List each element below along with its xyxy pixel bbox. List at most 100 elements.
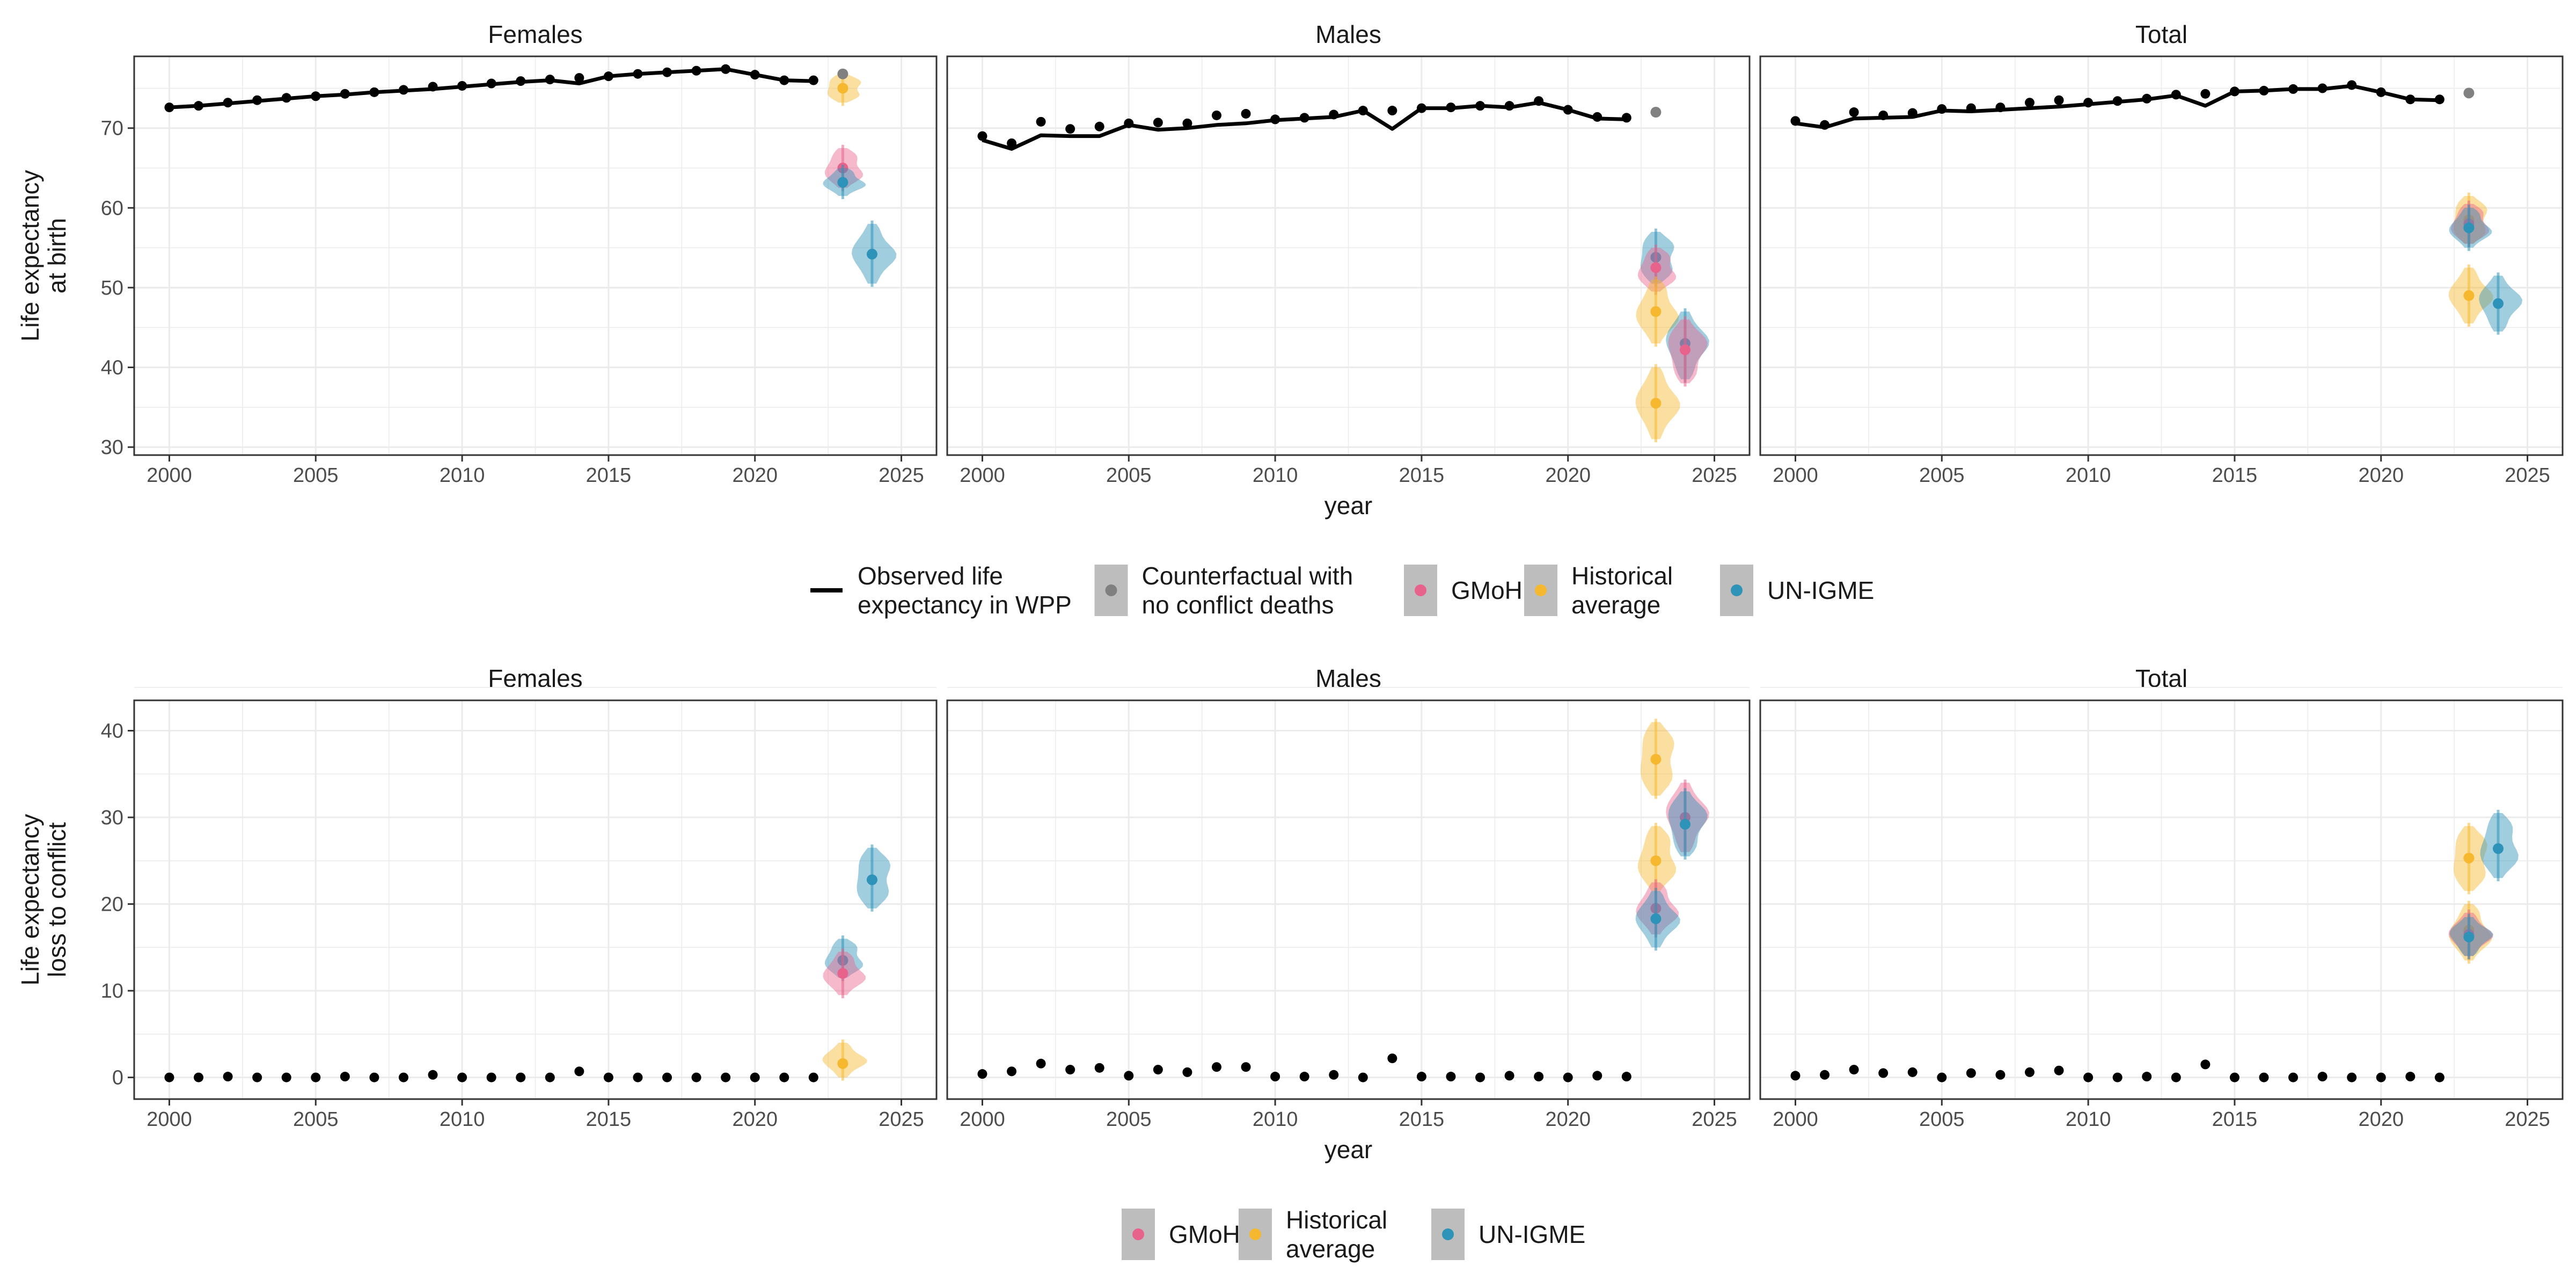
observed-point <box>398 85 408 95</box>
observed-point <box>2024 98 2035 108</box>
legend-key-point <box>1105 584 1117 596</box>
legend-item-gmoh: GMoH <box>1404 565 1523 616</box>
observed-point <box>1270 1072 1280 1082</box>
panel-border <box>133 699 938 1100</box>
observed-point <box>1504 101 1514 111</box>
observed-point <box>1065 1065 1075 1075</box>
observed-point <box>1241 1062 1251 1072</box>
observed-point <box>1937 104 1947 114</box>
observed-point <box>1878 1068 1889 1078</box>
counterfactual-point <box>2463 87 2475 99</box>
observed-point <box>750 70 760 80</box>
x-tick-label: 2020 <box>2358 1108 2404 1131</box>
observed-point <box>721 64 731 74</box>
facet-strip-label: Males <box>1315 664 1381 692</box>
estimate-point-historical <box>1650 398 1662 409</box>
observed-point <box>1211 110 1221 120</box>
observed-point <box>1907 108 1918 118</box>
y-tick-label: 60 <box>101 197 123 219</box>
x-tick-label: 2000 <box>147 1108 192 1131</box>
panel-females: Females 2000 2005 2010 2015 2020 2025 30 40 50 60 7… <box>101 16 938 487</box>
y-tick-label: 40 <box>101 357 123 379</box>
observed-point <box>2112 96 2123 106</box>
observed-point <box>779 1072 789 1082</box>
observed-point <box>1094 1063 1104 1073</box>
observed-point <box>2317 83 2328 93</box>
y-tick-label: 50 <box>101 277 123 299</box>
observed-point <box>2083 1072 2094 1082</box>
grid-lines <box>134 687 936 1099</box>
estimate-point-historical <box>2463 852 2475 863</box>
x-tick-label: 2000 <box>1773 464 1818 487</box>
x-tick-label: 2025 <box>1692 464 1737 487</box>
observed-point <box>252 95 262 105</box>
legend-label-line: average <box>1571 591 1660 619</box>
x-tick-label: 2025 <box>2505 1108 2550 1131</box>
observed-point <box>2142 1072 2152 1082</box>
observed-point <box>223 1072 233 1082</box>
observed-point <box>1416 1072 1426 1082</box>
x-tick-label: 2000 <box>960 464 1005 487</box>
estimate-point-unigme <box>837 177 848 188</box>
observed-point <box>1358 106 1368 116</box>
observed-point <box>1153 118 1163 128</box>
observed-point <box>691 1072 701 1082</box>
observed-point <box>457 80 467 91</box>
estimate-point-gmoh <box>1679 344 1690 355</box>
observed-point <box>1820 120 1830 130</box>
observed-point <box>1563 105 1573 115</box>
panel-total: Total 2000 2005 2010 2015 2020 2025 <box>1759 16 2564 487</box>
observed-point <box>1094 121 1104 131</box>
observed-point <box>1007 138 1017 148</box>
observed-point <box>194 101 204 111</box>
observed-point <box>1036 116 1046 127</box>
observed-point <box>1475 1072 1485 1082</box>
observed-points <box>164 1066 818 1082</box>
estimates <box>2448 809 2519 964</box>
observed-point <box>545 75 555 85</box>
x-tick-label: 2005 <box>293 1108 339 1131</box>
observed-point <box>281 1072 291 1082</box>
observed-point <box>2142 93 2152 104</box>
x-tick-label: 2010 <box>440 464 485 487</box>
legend-item-unigme: UN-IGME <box>1431 1209 1585 1260</box>
y-tick-label: 40 <box>101 720 123 743</box>
x-axis: 2000 2005 2010 2015 2020 2025 <box>147 455 924 487</box>
x-tick-label: 2020 <box>732 464 778 487</box>
estimates <box>822 844 891 1081</box>
observed-point <box>721 1072 731 1082</box>
x-tick-label: 2015 <box>586 1108 632 1131</box>
observed-point <box>977 131 987 141</box>
observed-point <box>2405 94 2416 105</box>
observed-point <box>2024 1067 2035 1077</box>
observed-point <box>1621 1072 1631 1082</box>
x-tick-label: 2000 <box>1773 1108 1818 1131</box>
observed-point <box>2112 1072 2123 1082</box>
observed-point <box>1534 96 1544 106</box>
facet-strip-label: Total <box>2135 20 2187 48</box>
x-tick-label: 2015 <box>1399 1108 1445 1131</box>
observed-point <box>486 1072 496 1082</box>
x-tick-label: 2025 <box>879 1108 924 1131</box>
x-axis: 2000 2005 2010 2015 2020 2025 <box>1773 1099 2550 1131</box>
legend-key-point <box>1535 584 1547 596</box>
x-axis-label: year <box>1324 492 1372 519</box>
x-tick-label: 2005 <box>1919 464 1965 487</box>
observed-point <box>516 76 526 86</box>
observed-point <box>311 1072 321 1082</box>
x-tick-label: 2010 <box>1253 464 1298 487</box>
observed-point <box>369 1072 379 1082</box>
legend-label-line: no conflict deaths <box>1142 591 1334 619</box>
observed-point <box>2434 1072 2445 1082</box>
observed-point <box>2171 1072 2181 1082</box>
observed-point <box>1270 114 1280 125</box>
observed-point <box>2347 80 2357 90</box>
x-tick-label: 2005 <box>1919 1108 1965 1131</box>
legend-label-line: expectancy in WPP <box>858 591 1072 619</box>
y-axis: 0 10 20 30 40 <box>101 720 134 1089</box>
observed-point <box>1504 1071 1514 1081</box>
